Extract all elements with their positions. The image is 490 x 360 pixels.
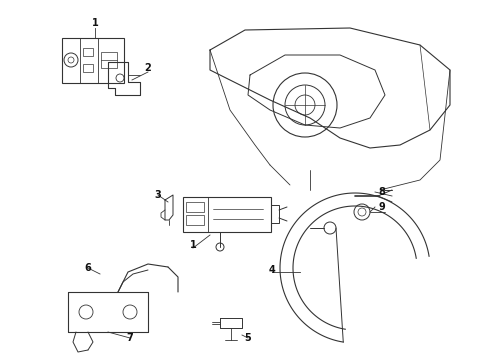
Text: 9: 9	[378, 202, 385, 212]
Bar	[83, 48, 93, 56]
Text: 1: 1	[190, 240, 196, 250]
Bar	[271, 205, 279, 223]
Text: 8: 8	[378, 187, 385, 197]
Bar	[83, 64, 93, 72]
Text: 1: 1	[92, 18, 98, 28]
Bar	[186, 202, 204, 212]
Text: 3: 3	[155, 190, 161, 200]
Text: 2: 2	[145, 63, 151, 73]
Text: 4: 4	[269, 265, 275, 275]
Bar	[186, 215, 204, 225]
Text: 7: 7	[126, 333, 133, 343]
Text: 5: 5	[245, 333, 251, 343]
Bar	[101, 52, 117, 68]
Bar	[62, 38, 124, 83]
Text: 6: 6	[85, 263, 91, 273]
Bar	[183, 197, 271, 232]
